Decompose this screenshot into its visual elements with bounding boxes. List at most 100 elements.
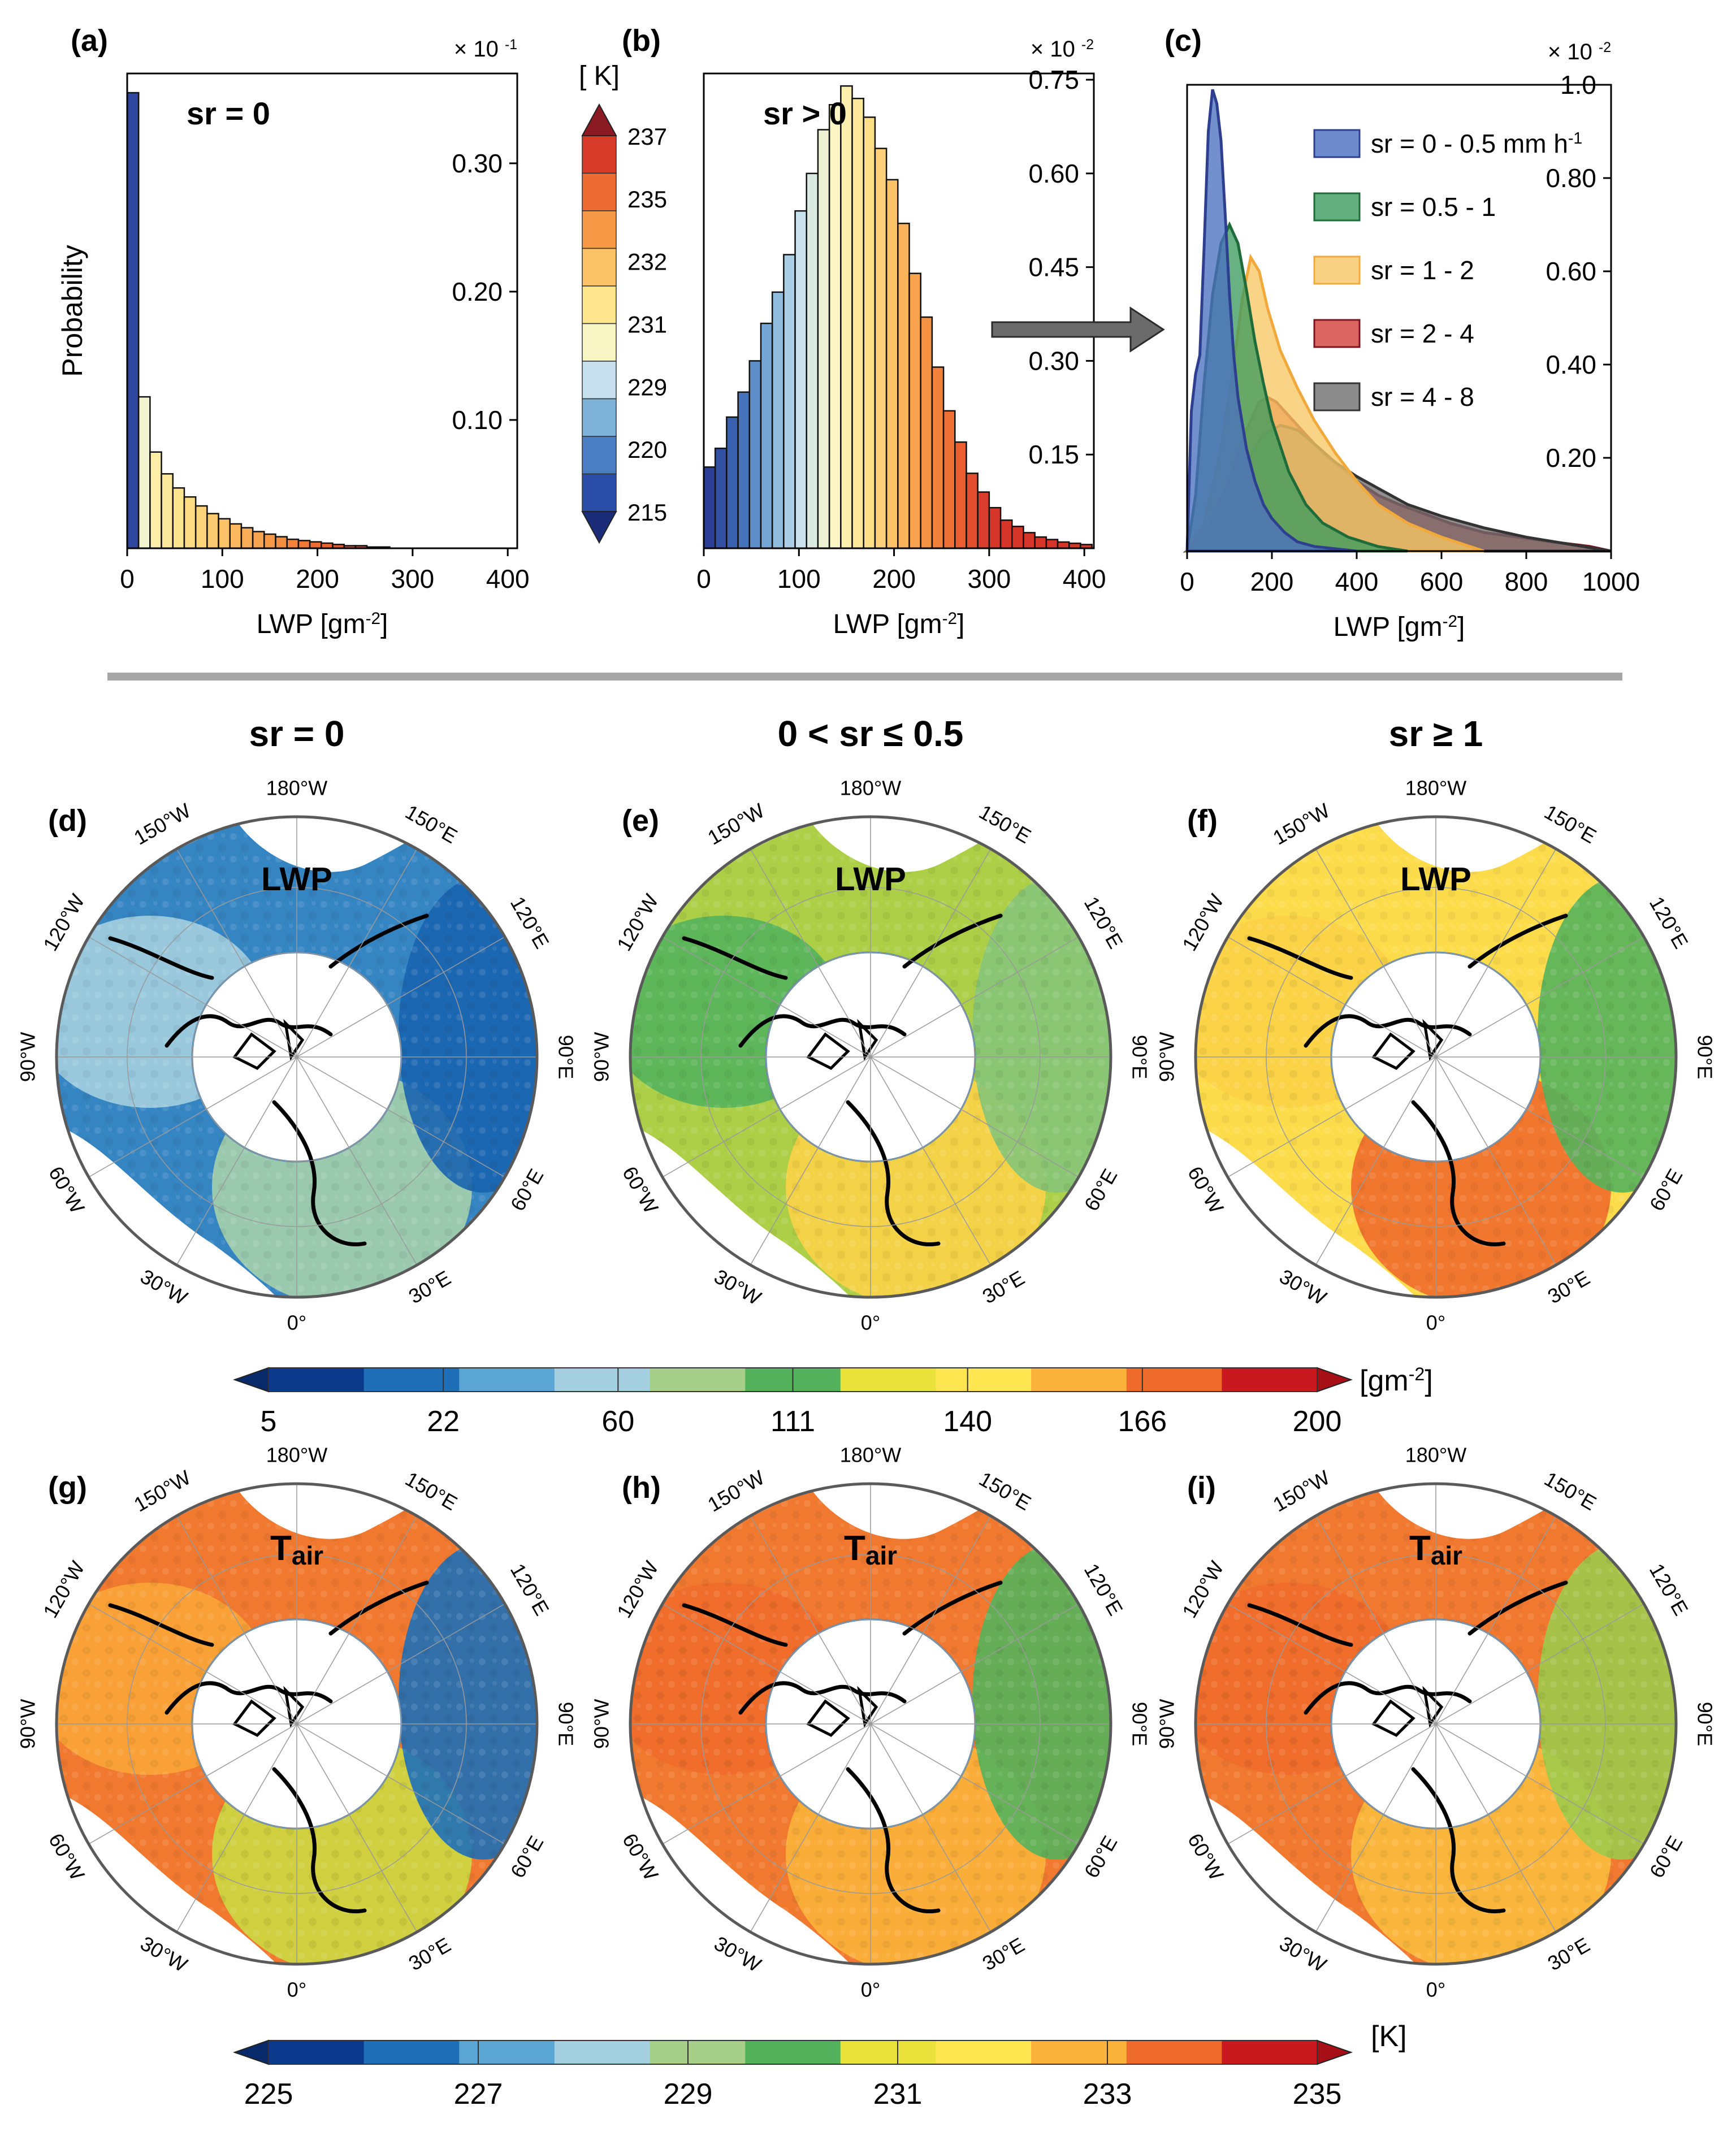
longitude-label: 120°W bbox=[1177, 1557, 1228, 1622]
colorbar-tick-label: 233 bbox=[1083, 2078, 1132, 2111]
variable-label: Tair bbox=[844, 1529, 897, 1570]
column-title-1: sr = 0 bbox=[249, 713, 344, 754]
longitude-label: 90°E bbox=[554, 1035, 577, 1079]
colorbar-swatch bbox=[650, 2040, 746, 2064]
section-divider bbox=[107, 673, 1622, 681]
longitude-label: 120°W bbox=[1177, 890, 1228, 955]
histogram-bar bbox=[737, 391, 751, 549]
longitude-label: 0° bbox=[861, 1978, 880, 2001]
panel-c: (c) 0 200 400 600 800 1000 0.20 0.40 0.60 0.80 1.0… bbox=[1164, 24, 1640, 642]
longitude-label: 0° bbox=[1426, 1978, 1445, 2001]
longitude-label: 30°W bbox=[1275, 1264, 1330, 1310]
colorbar-arrow-bottom bbox=[581, 511, 617, 544]
longitude-label: 150°W bbox=[1269, 1466, 1334, 1517]
histogram-bar bbox=[954, 441, 967, 549]
coastline bbox=[682, 1580, 1003, 1913]
meridian-line bbox=[296, 1603, 505, 1725]
panel-label-a: (a) bbox=[71, 24, 108, 58]
meridian-line bbox=[1435, 848, 1557, 1058]
x-tick-label: 400 bbox=[486, 564, 530, 593]
meridian-line bbox=[296, 936, 505, 1058]
map-panel-e: 180°W 150°E 120°E 90°E 60°E 30°E 0° 30°W 60°W 90°… bbox=[590, 777, 1151, 1335]
meridian-line bbox=[296, 1056, 505, 1178]
map-panel-d: 180°W 150°E 120°E 90°E 60°E 30°E 0° 30°W 60°W 90°… bbox=[16, 777, 578, 1335]
meridian-line bbox=[176, 1515, 297, 1725]
longitude-label: 90°E bbox=[554, 1702, 577, 1746]
colorbar-tick-label: 237 bbox=[627, 123, 667, 150]
colorbar-swatch bbox=[1031, 1368, 1127, 1392]
meridian-line bbox=[296, 1056, 418, 1266]
colorbar-tick-label: 215 bbox=[627, 499, 667, 526]
histogram-bar bbox=[817, 129, 830, 549]
y-tick-label: 0.20 bbox=[452, 277, 503, 306]
x-tick-label: 100 bbox=[777, 564, 821, 593]
panel-label-b: (b) bbox=[622, 24, 661, 58]
histogram-bar bbox=[1023, 532, 1036, 549]
plot-frame bbox=[126, 72, 518, 549]
histogram-bar bbox=[229, 523, 243, 549]
y-tick-label: 0.30 bbox=[1028, 346, 1079, 375]
histogram-bar bbox=[194, 505, 208, 549]
longitude-label: 120°E bbox=[1645, 892, 1693, 952]
colorbar-swatch bbox=[582, 172, 617, 211]
meridian-line bbox=[1435, 1723, 1557, 1933]
variable-label: LWP bbox=[261, 861, 332, 898]
longitude-label: 30°W bbox=[1275, 1931, 1330, 1977]
panel-a: (a) 0 100 200 300 400 0.10 0.20 0.30 × 10 -1 LWP … bbox=[57, 24, 530, 639]
x-axis-label: LWP [gm-2] bbox=[257, 609, 388, 640]
histogram-bar bbox=[252, 531, 265, 549]
longitude-label: 90°W bbox=[590, 1699, 613, 1749]
meridian-line bbox=[750, 1723, 871, 1933]
histogram-bar bbox=[172, 487, 185, 549]
colorbar-tick-label: 200 bbox=[1293, 1405, 1342, 1438]
histogram-bar bbox=[920, 316, 933, 549]
longitude-label: 150°W bbox=[130, 1466, 194, 1517]
colorbar-arrow-left bbox=[232, 1367, 269, 1393]
colorbar-tick-label: 220 bbox=[627, 436, 667, 463]
colorbar-swatch bbox=[582, 248, 617, 287]
meridian-line bbox=[1227, 1603, 1436, 1725]
longitude-label: 30°E bbox=[1544, 1933, 1594, 1975]
y-tick-label: 1.0 bbox=[1560, 70, 1596, 99]
colorbar-unit: [gm-2] bbox=[1360, 1364, 1433, 1397]
histogram-bar bbox=[240, 527, 254, 549]
map-panel-h: 180°W 150°E 120°E 90°E 60°E 30°E 0° 30°W 60°W 90°… bbox=[590, 1444, 1151, 2001]
colorbar-swatch bbox=[269, 2040, 365, 2064]
x-tick-label: 600 bbox=[1420, 567, 1464, 596]
longitude-label: 180°W bbox=[840, 1444, 901, 1467]
meridian-line bbox=[88, 1056, 297, 1178]
meridian-line bbox=[870, 1056, 1079, 1178]
longitude-label: 30°E bbox=[405, 1933, 454, 1975]
y-tick-label: 0.75 bbox=[1028, 65, 1079, 94]
longitude-label: 150°E bbox=[1540, 1467, 1600, 1515]
histogram-bar bbox=[161, 473, 174, 549]
map-border bbox=[629, 815, 1112, 1299]
colorbar-unit: [ K] bbox=[579, 61, 620, 91]
histogram-bar bbox=[137, 396, 151, 549]
longitude-label: 150°W bbox=[1269, 799, 1334, 850]
histogram-bar bbox=[863, 116, 876, 549]
colorbar-swatch bbox=[840, 2040, 936, 2064]
meridian-line bbox=[870, 1056, 992, 1266]
histogram-bar bbox=[286, 538, 300, 549]
colorbar-swatch bbox=[582, 361, 617, 400]
colorbar-tick-label: 166 bbox=[1118, 1405, 1167, 1438]
colorbar-arrow-right bbox=[1317, 2039, 1353, 2065]
map-panel-i: 180°W 150°E 120°E 90°E 60°E 30°E 0° 30°W 60°W 90°… bbox=[1155, 1444, 1717, 2001]
coastline bbox=[1247, 1580, 1568, 1913]
y-tick-label: 0.60 bbox=[1028, 159, 1079, 188]
longitude-label: 120°E bbox=[1080, 892, 1128, 952]
map-border bbox=[629, 1482, 1112, 1966]
legend-swatch bbox=[1313, 192, 1361, 222]
y-tick-label: 0.20 bbox=[1545, 443, 1596, 473]
colorbar-swatch bbox=[936, 2040, 1032, 2064]
longitude-label: 90°W bbox=[590, 1032, 613, 1082]
longitude-label: 60°W bbox=[1183, 1162, 1228, 1217]
legend-label: sr = 1 - 2 bbox=[1371, 255, 1474, 285]
colorbar-tick-label: 235 bbox=[627, 186, 667, 213]
colorbar-tick-label: 231 bbox=[627, 311, 667, 338]
meridian-line bbox=[662, 1056, 871, 1178]
panel-label-d: (d) bbox=[48, 804, 87, 838]
longitude-label: 150°E bbox=[401, 800, 461, 848]
histogram-bar bbox=[783, 254, 796, 549]
